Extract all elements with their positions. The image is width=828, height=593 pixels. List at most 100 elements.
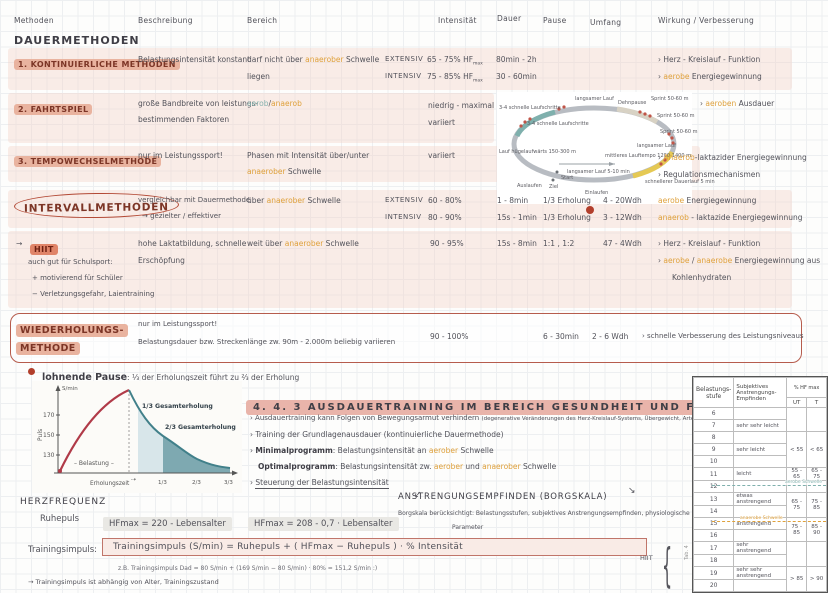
fartlek-label: langsamer Lauf <box>637 143 676 149</box>
intervall-ext-wirkung: aerobe Energiegewinnung <box>658 196 757 205</box>
herzfrequenz-title: HERZFREQUENZ <box>20 497 107 507</box>
sec443-bullet-2: › Training der Grundlagenausdauer (konti… <box>250 430 504 439</box>
sec443-bullet-3: › Minimalprogramm: Belastungsintensität … <box>250 446 494 455</box>
erholung-chart: S/min Puls 170 150 130 – Belastung – 1/3… <box>32 381 242 493</box>
borg-value-t: 65 - 75 <box>806 467 827 481</box>
arrow-to-anstrengung: ↘ <box>628 486 636 496</box>
x-tick-13: 1/3 <box>158 480 167 486</box>
tempo-beschreibung: nur im Leistungssport! <box>138 151 223 160</box>
threshold-word: anaerober <box>305 55 344 64</box>
intervall-ext-dauer: 1 - 8min <box>497 196 529 205</box>
hiit-pause: 1:1 , 1:2 <box>543 239 575 248</box>
fartlek-label: 3-4 schnelle Laufschritte <box>499 105 561 111</box>
fartlek-label: Sprint 50-60 m <box>651 96 689 102</box>
label-zwei-drittel: 2/3 Gesamterholung <box>165 424 236 431</box>
intervall-intensiv-label: INTENSIV <box>385 213 422 221</box>
bereich-post: Schwelle <box>343 55 380 64</box>
borg-value-ut: < 55 <box>786 431 808 468</box>
hiit-besch-2: Erschöpfung <box>138 256 185 265</box>
intervall-extensiv-label: EXTENSIV <box>385 196 424 204</box>
y-unit-label: S/min <box>62 386 78 392</box>
hiit-bereich: weit über anaerober Schwelle <box>247 239 359 248</box>
borg-row: 18 <box>692 554 827 567</box>
hiit-intensitaet: 90 - 95% <box>430 239 464 248</box>
col-header-wirkung: Wirkung / Verbesserung <box>658 16 755 25</box>
wieder-umfang: 2 - 6 Wdh <box>592 332 629 341</box>
hiit-note-2: + motivierend für Schüler <box>32 274 123 282</box>
fartlek-label: Einlaufen <box>585 190 609 196</box>
col-header-beschreibung: Beschreibung <box>138 16 193 25</box>
bereich-pre: darf nicht über <box>247 55 306 64</box>
method-hiit: HIIT <box>30 237 58 256</box>
red-marker-dot <box>586 206 594 214</box>
trainingsimpuls-formula-box: Trainingsimpuls (S/min) = Ruhepuls + ( H… <box>102 538 647 556</box>
label-ein-drittel: 1/3 Gesamterholung <box>142 403 213 410</box>
borg-value-empty <box>786 541 808 567</box>
hfmax-sub: max <box>473 78 483 84</box>
y-tick-170: 170 <box>43 412 55 419</box>
borg-value-ut: 75 - 85 <box>786 517 808 542</box>
fartlek-label: langsamer Lauf <box>575 96 614 102</box>
borg-row: 17 sehr anstrengend <box>692 541 827 567</box>
fartlek-label: langsamer Lauf 5-10 min <box>567 169 630 175</box>
fartlek-label: Dehnpause <box>618 100 647 106</box>
fartlek-label: Sprint 50-60 m <box>660 129 698 135</box>
anstrengung-title: ANSTRENGUNGSEMPFINDEN (BORGSKALA) <box>398 492 608 502</box>
intervall-int-intensitaet: 80 - 90% <box>428 213 462 222</box>
trainingsimpuls-example: z.B. Trainingsimpuls Dad = 80 S/min + (1… <box>118 565 378 572</box>
col-header-dauer: Dauer <box>497 14 522 23</box>
arrow-to-herzfrequenz: ↙ <box>414 490 422 500</box>
aerobe-schwelle-line: aerobe Schwelle <box>712 480 826 486</box>
borg-col-hfmax: % HF max <box>786 377 827 398</box>
borg-value-ut: 55 - 65 <box>786 467 808 481</box>
hiit-note-3: − Verletzungsgefahr, Laientraining <box>32 290 155 298</box>
borg-row: 11 leicht 55 - 65 65 - 75 <box>692 467 827 481</box>
borg-col-empfinden: Subjektives Anstrengungs- Empfinden <box>733 377 788 408</box>
borg-value-ut: > 85 <box>786 566 808 592</box>
kont-bereich-line2: liegen <box>247 72 270 81</box>
hiit-wirkung-1: › Herz - Kreislauf - Funktion <box>658 239 761 248</box>
bullet-dot <box>28 368 35 375</box>
section-dauermethoden: DAUERMETHODEN <box>14 34 140 47</box>
kont-wirkung-2: › aerobe Energiegewinnung <box>658 72 762 81</box>
col-header-bereich: Bereich <box>247 16 278 25</box>
borg-row: 6 <box>692 407 827 432</box>
intervall-ext-intensitaet: 60 - 80% <box>428 196 462 205</box>
borg-col-ut: UT <box>786 397 808 408</box>
method-wiederholung-2: METHODE <box>16 336 80 355</box>
tempo-bereich-2: anaerober Schwelle <box>247 167 322 176</box>
col-header-pause: Pause <box>543 16 567 25</box>
borg-col-stufe: Belastungs- stufe <box>692 377 735 408</box>
borg-row: 7 sehr sehr leicht <box>692 419 827 432</box>
erholung-chart-svg: S/min Puls 170 150 130 – Belastung – 1/3… <box>37 385 238 487</box>
intervall-besch-2: → gezielter / effektiver <box>142 212 221 220</box>
col-header-umfang: Umfang <box>590 18 622 27</box>
borg-value-t: < 65 <box>806 431 827 468</box>
hiit-dauer: 15s - 8min <box>497 239 537 248</box>
borg-value-empty <box>786 407 808 432</box>
fartlek-label: schnellerer Dauerlauf 5 min <box>645 179 715 185</box>
borg-value-ut: 65 - 75 <box>786 492 808 518</box>
trainingsimpuls-label: Trainingsimpuls: <box>28 545 98 555</box>
wieder-wirkung: › schnelle Verbesserung des Leistungsniv… <box>642 332 804 340</box>
row-band-fahrtspiel <box>8 93 494 143</box>
fahrt-intensitaet-1: niedrig - maximal <box>428 101 495 110</box>
borg-row: 19 sehr sehr anstrengend > 85 > 90 <box>692 566 827 592</box>
method-wiederholung-1: WIEDERHOLUNGS- <box>16 318 128 337</box>
borg-row: 8 < 55 < 65 <box>692 431 827 468</box>
fahrt-intensitaet-2: variiert <box>428 118 455 127</box>
hfmax-sub: max <box>473 61 483 67</box>
hiit-wirkung-2: › aerobe / anaerobe Energiegewinnung aus <box>658 256 821 265</box>
fahrt-bereich: aerob/anaerob <box>247 99 302 108</box>
kont-wirkung-1: › Herz - Kreislauf - Funktion <box>658 55 761 64</box>
borg-col-t: T <box>806 397 827 408</box>
anaerobe-schwelle-line: anaerobe Schwelle <box>712 516 826 522</box>
method-tempowechsel: 3. TEMPOWECHSELMETHODE <box>14 149 162 168</box>
method-kontinuierlich: 1. KONTINUIERLICHE METHODEN <box>14 52 180 71</box>
fartlek-course-illustration <box>511 105 677 183</box>
col-header-methoden: Methoden <box>14 16 54 25</box>
borg-value-empty <box>806 407 827 432</box>
sec443-bullet-1: › Ausdauertraining kann Folgen von Beweg… <box>250 414 727 422</box>
kont-ext-intensitaet: 65 - 75% HFmax <box>427 55 483 67</box>
